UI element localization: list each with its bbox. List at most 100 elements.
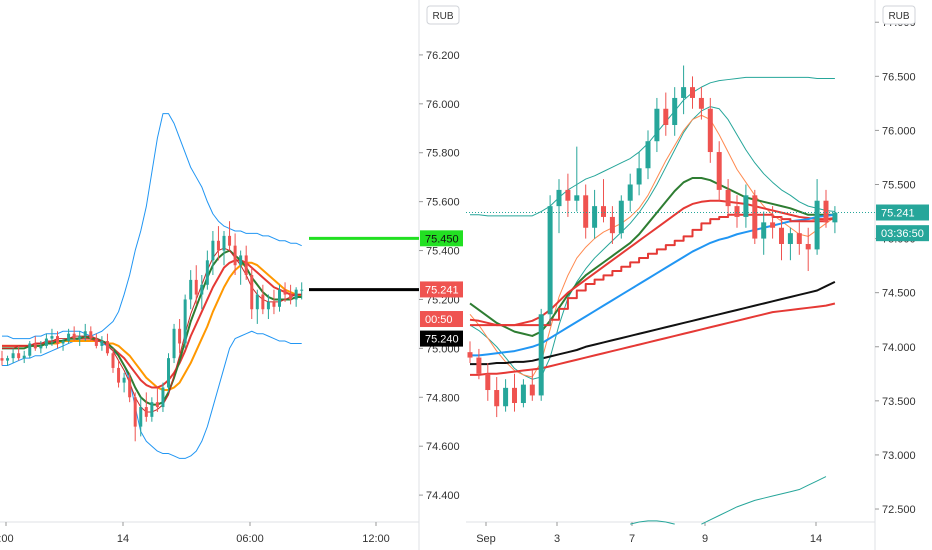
candle-body xyxy=(155,402,159,408)
candle-body xyxy=(556,189,562,207)
candle-body xyxy=(239,255,243,266)
moving-average-line xyxy=(469,199,836,327)
candle-body xyxy=(200,284,204,295)
candle-body xyxy=(761,222,767,239)
candle-body xyxy=(467,352,473,358)
candle-body xyxy=(150,402,154,417)
price-tag-label: 03:36:50 xyxy=(881,228,924,240)
candle-body xyxy=(725,189,731,207)
candle-body xyxy=(6,358,10,361)
candle-body xyxy=(178,328,182,344)
candle-body xyxy=(205,260,209,285)
currency-unit-badge xyxy=(882,5,916,25)
candle-body xyxy=(250,275,254,310)
candle-body xyxy=(300,289,304,291)
candle-body xyxy=(645,141,651,169)
candle-body xyxy=(494,390,500,407)
candle-body xyxy=(50,336,54,339)
candle-body xyxy=(283,289,287,295)
candle-body xyxy=(512,387,517,404)
candle-body xyxy=(139,407,143,427)
candle-body xyxy=(681,87,687,98)
candle-body xyxy=(690,87,695,98)
currency-unit-label: RUB xyxy=(432,11,453,22)
y-tick-label: 75.200 xyxy=(426,294,460,306)
candle-body xyxy=(779,227,784,244)
candle-body xyxy=(72,333,76,339)
candle-body xyxy=(796,233,802,244)
moving-average-line xyxy=(470,280,836,366)
candle-body xyxy=(278,289,281,307)
y-tick-label: 74.800 xyxy=(426,392,460,404)
price-tag-label: 75.240 xyxy=(425,334,459,346)
y-tick-label: 76.500 xyxy=(882,71,916,83)
indicator-line xyxy=(630,520,675,525)
x-tick-label: 3 xyxy=(554,533,560,545)
candle-body xyxy=(56,336,59,344)
x-tick-label: 12:00 xyxy=(362,533,390,545)
candle-body xyxy=(128,377,132,398)
x-tick-label: :00 xyxy=(0,533,14,545)
candle-body xyxy=(832,212,838,223)
candle-body xyxy=(565,189,571,201)
candle-body xyxy=(538,314,544,396)
candle-body xyxy=(161,387,165,408)
candle-body xyxy=(574,195,580,201)
candle-body xyxy=(17,353,21,359)
candle-body xyxy=(61,341,65,344)
candle-body xyxy=(89,331,93,339)
candle-body xyxy=(716,152,722,190)
candle-body xyxy=(22,355,26,359)
candle-body xyxy=(476,357,482,374)
candle-body xyxy=(770,222,776,228)
y-tick-label: 75.500 xyxy=(882,179,916,191)
candle-body xyxy=(601,206,606,217)
candle-body xyxy=(172,328,176,359)
candle-body xyxy=(39,345,43,349)
candle-body xyxy=(167,358,170,388)
candle-body xyxy=(189,279,193,300)
candle-body xyxy=(592,206,598,228)
candle-body xyxy=(28,343,32,356)
candle-body xyxy=(0,358,4,361)
price-tag-label: 00:50 xyxy=(425,314,453,326)
y-tick-label: 76.000 xyxy=(426,99,460,111)
moving-average-line xyxy=(469,177,835,337)
moving-average-line xyxy=(470,302,836,376)
candle-body xyxy=(805,243,811,250)
candle-body xyxy=(266,301,270,310)
candle-body xyxy=(11,353,15,359)
candle-body xyxy=(752,195,758,239)
currency-unit-badge xyxy=(426,5,460,25)
price-tag-box xyxy=(420,311,463,328)
candle-body xyxy=(734,206,740,217)
candle-body xyxy=(111,353,115,368)
candle-body xyxy=(211,240,215,261)
candle-body xyxy=(609,216,615,234)
candle-body xyxy=(618,200,624,234)
candle-body xyxy=(216,240,220,251)
y-tick-label: 74.600 xyxy=(426,441,460,453)
candle-body xyxy=(294,289,298,300)
candle-body xyxy=(289,294,293,300)
candle-body xyxy=(122,377,126,383)
candle-body xyxy=(222,235,226,251)
price-tag-label: 75.450 xyxy=(425,233,459,245)
moving-average-line xyxy=(2,330,302,459)
candle-body xyxy=(583,195,589,228)
candle-body xyxy=(485,373,491,391)
moving-average-line xyxy=(2,113,302,366)
candle-body xyxy=(529,384,535,396)
candle-body xyxy=(503,387,509,407)
candle-body xyxy=(672,97,678,125)
candle-body xyxy=(105,341,109,354)
candle-body xyxy=(183,299,187,344)
candle-body xyxy=(272,301,276,307)
moving-average-line xyxy=(2,261,303,391)
y-tick-label: 73.500 xyxy=(882,396,916,408)
candle-body xyxy=(244,255,248,276)
price-tag-box xyxy=(876,204,929,221)
y-tick-label: 75.800 xyxy=(426,148,460,160)
